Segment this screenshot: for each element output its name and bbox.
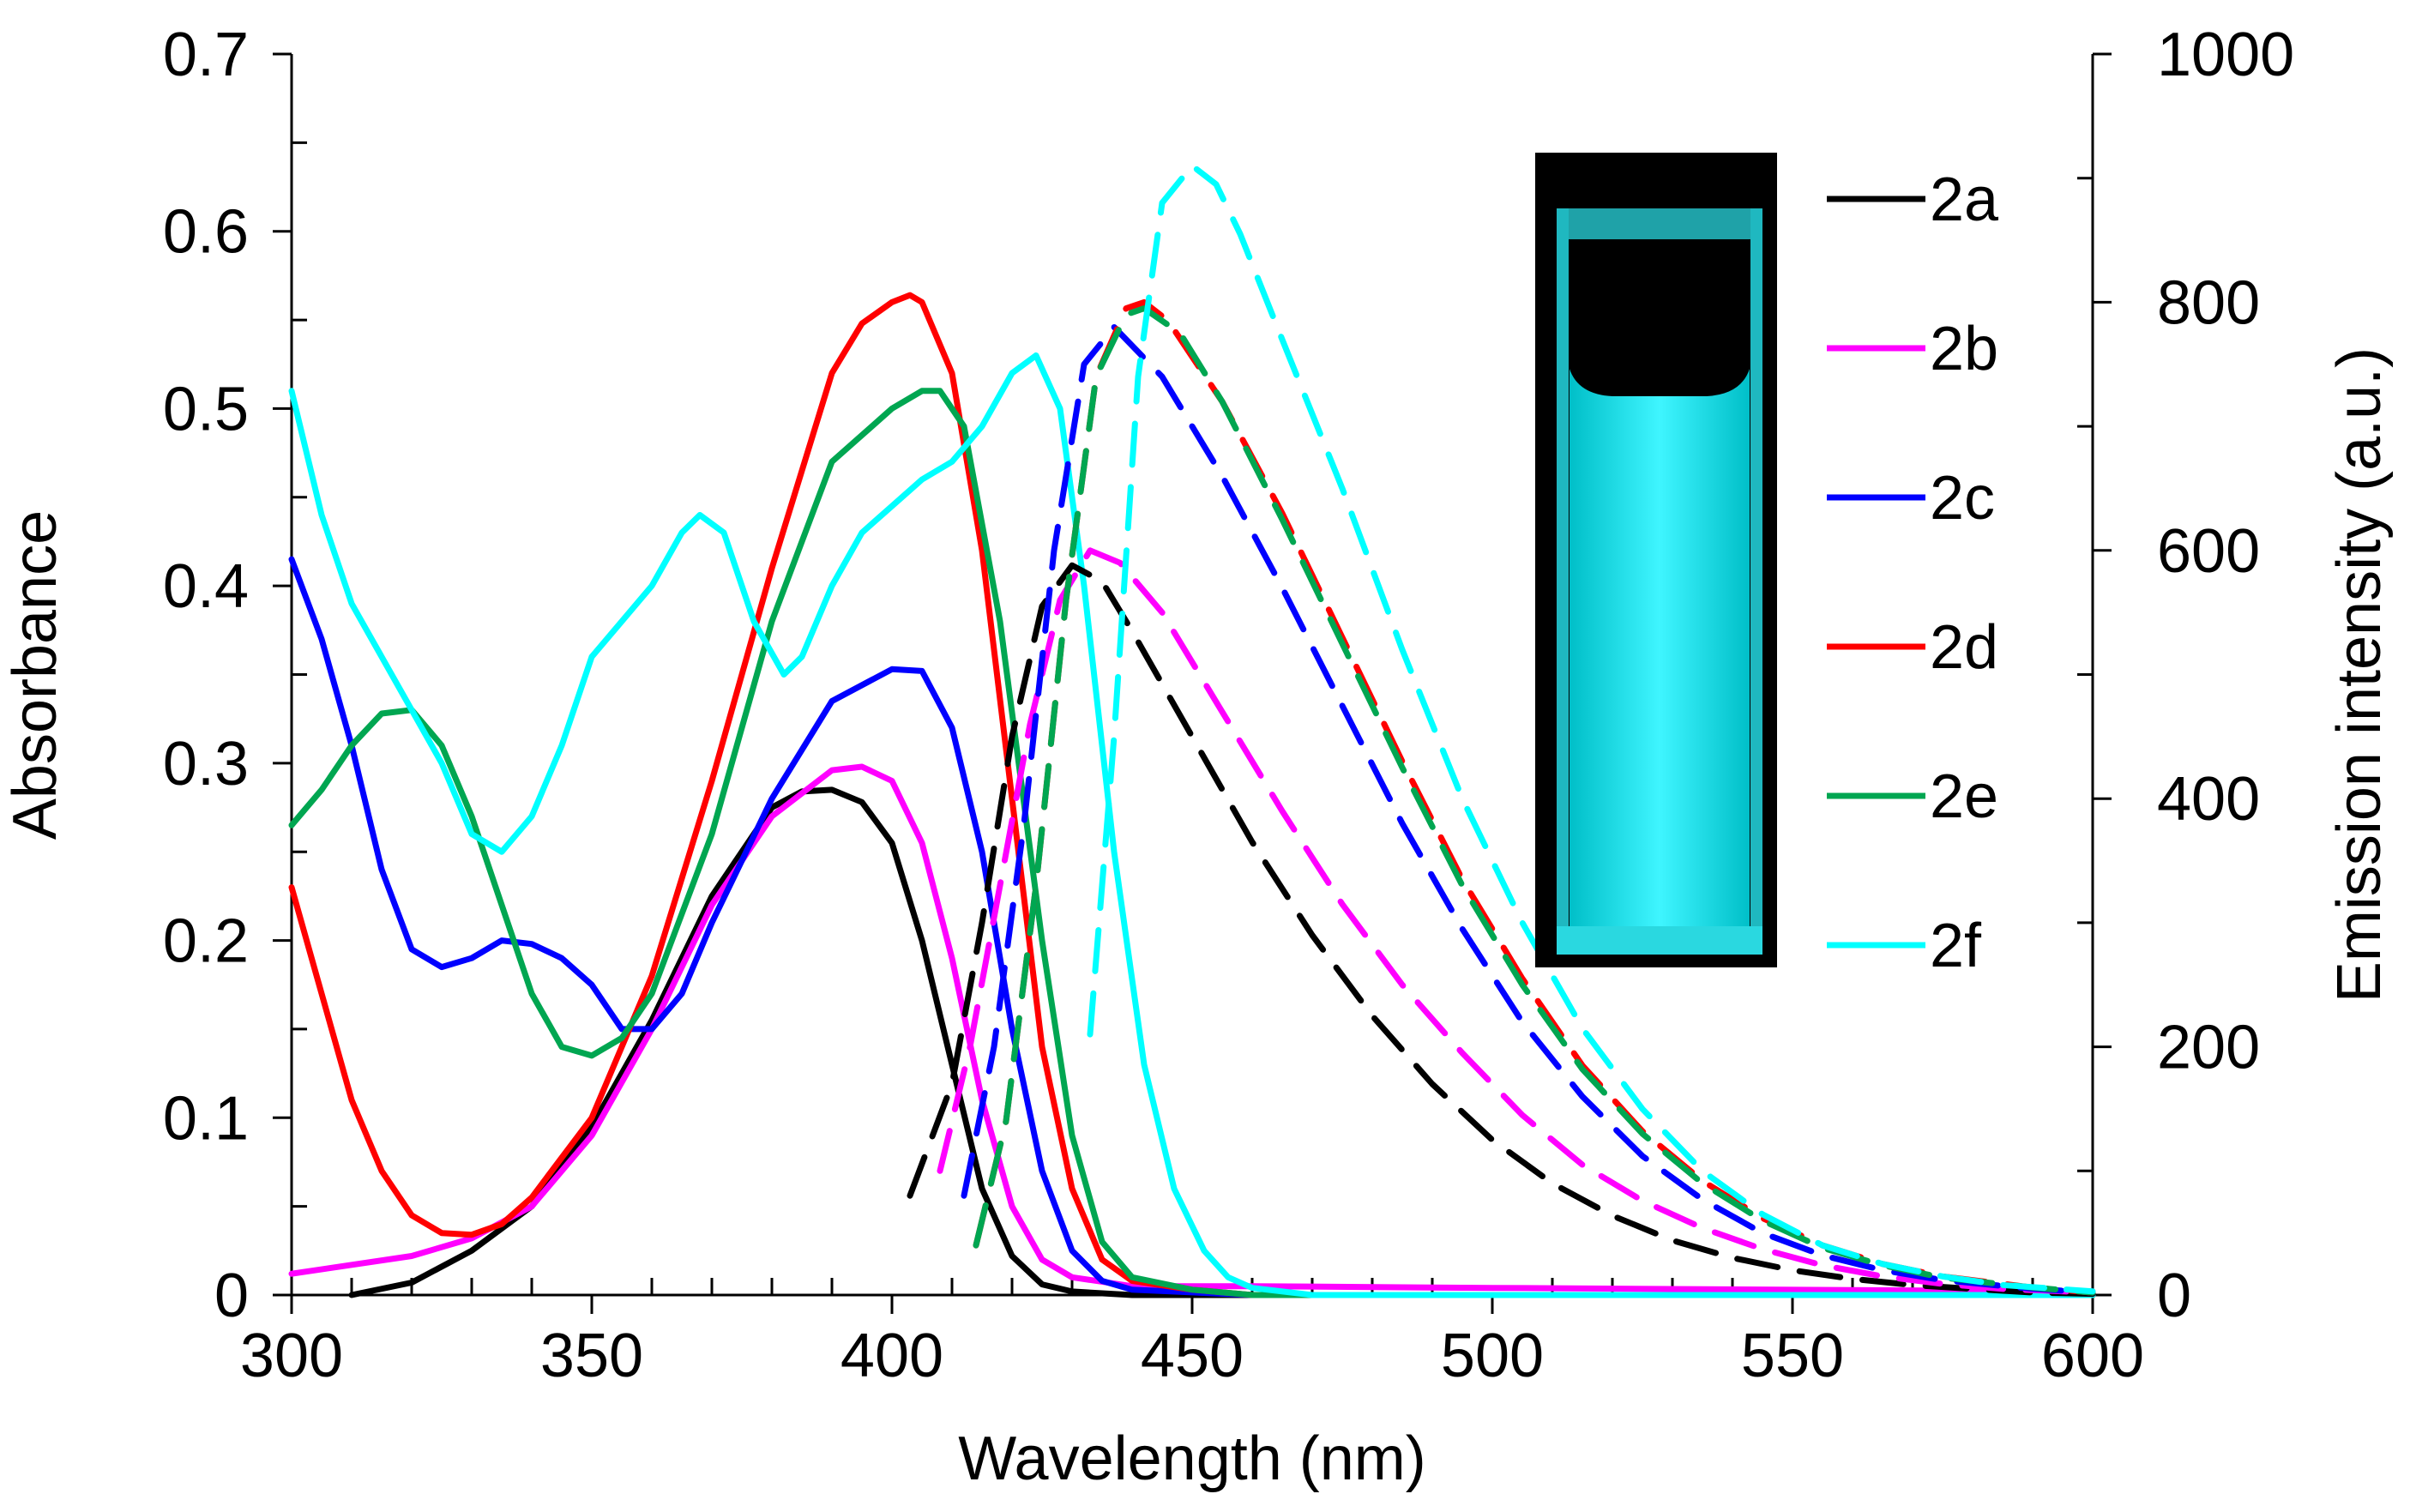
emission-line-2f xyxy=(1087,162,2096,1295)
cuvette-inset xyxy=(1535,153,1777,967)
y-tick-label: 0.3 xyxy=(163,730,249,798)
y-tick-label: 0.4 xyxy=(163,552,249,621)
legend-label-2f: 2f xyxy=(1930,912,1982,980)
legend-label-2a: 2a xyxy=(1930,166,1999,234)
x-tick-label: 350 xyxy=(540,1322,643,1390)
y2-tick-label: 1000 xyxy=(2157,21,2294,89)
legend-label-2e: 2e xyxy=(1930,762,1998,831)
y-tick-label: 0.1 xyxy=(163,1084,249,1153)
emission-line-2a xyxy=(907,562,2096,1298)
x-tick-label: 600 xyxy=(2041,1322,2144,1390)
ticks xyxy=(273,52,2112,1314)
y2-tick-label: 800 xyxy=(2157,268,2260,337)
cuvette-cap xyxy=(1557,208,1762,239)
absorbance-line-2d xyxy=(288,292,2096,1298)
legend-label-2c: 2c xyxy=(1930,464,1995,533)
x-tick-label: 300 xyxy=(240,1322,343,1390)
x-tick-label: 500 xyxy=(1441,1322,1544,1390)
y-tick-label: 0.2 xyxy=(163,907,249,976)
y-axis-title: Absorbance xyxy=(1,510,69,840)
x-tick-label: 400 xyxy=(840,1322,943,1390)
x-tick-label: 550 xyxy=(1741,1322,1844,1390)
x-axis-title: Wavelength (nm) xyxy=(958,1425,1426,1493)
legend-label-2d: 2d xyxy=(1930,613,1998,682)
tick-labels: 300 350 400 450 500 550 60000.10.20.30.40.50.6… xyxy=(163,21,2294,1390)
x-tick-label: 450 xyxy=(1141,1322,1244,1390)
y-tick-label: 0 xyxy=(214,1262,249,1330)
cuvette-liquid xyxy=(1570,369,1750,935)
y2-axis-title: Emission intensity (a.u.) xyxy=(2325,347,2394,1003)
emission-line-2e xyxy=(973,305,2096,1296)
y2-tick-label: 200 xyxy=(2157,1014,2260,1082)
cuvette-right-wall xyxy=(1750,208,1762,955)
absorbance-line-2c xyxy=(288,556,2096,1298)
series xyxy=(288,162,2096,1298)
y2-tick-label: 400 xyxy=(2157,765,2260,834)
y-tick-label: 0.6 xyxy=(163,198,249,267)
y2-tick-label: 0 xyxy=(2157,1262,2191,1330)
axes xyxy=(290,54,2094,1297)
y-tick-label: 0.5 xyxy=(163,375,249,443)
cuvette-left-wall xyxy=(1557,208,1569,955)
emission-line-2b xyxy=(937,547,2096,1296)
y-tick-label: 0.7 xyxy=(163,21,249,89)
cuvette-bottom xyxy=(1557,926,1762,955)
y2-tick-label: 600 xyxy=(2157,517,2260,586)
absorbance-line-2b xyxy=(288,763,2096,1295)
legend: 2a 2b 2c 2d 2e 2f xyxy=(1827,166,1999,980)
absorbance-line-2e xyxy=(288,388,2096,1298)
legend-label-2b: 2b xyxy=(1930,315,1998,383)
emission-line-2c xyxy=(961,323,2096,1296)
absorbance-line-2f xyxy=(288,352,2096,1298)
